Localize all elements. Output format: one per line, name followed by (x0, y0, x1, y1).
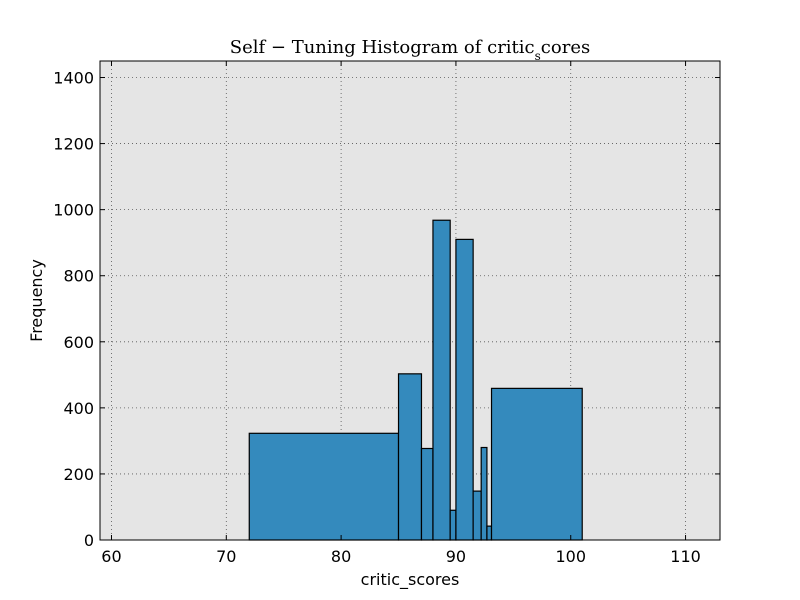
y-tick-label: 1000 (53, 201, 94, 220)
histogram-bar (432, 219, 451, 541)
x-tick-label: 70 (216, 547, 236, 566)
x-tick-label: 60 (101, 547, 121, 566)
y-tick-label: 1200 (53, 135, 94, 154)
title-suffix: cores (541, 37, 590, 58)
histogram-bar (420, 447, 434, 541)
plot-frame (99, 60, 721, 541)
y-tick-label: 0 (84, 531, 94, 550)
histogram-bars (248, 219, 583, 541)
y-axis-label: Frequency (27, 259, 46, 342)
title-subscript: s (535, 49, 541, 63)
x-tick-label: 80 (331, 547, 351, 566)
histogram-bar (480, 446, 488, 541)
y-tick-label: 200 (63, 465, 94, 484)
histogram-bar (248, 432, 400, 541)
histogram-bar (490, 387, 583, 541)
histogram-bar (472, 490, 482, 541)
x-tick-label: 90 (446, 547, 466, 566)
x-tick-label: 110 (670, 547, 701, 566)
axis-ticks: 60 70 80 90 100 110 0 200 400 600 800 1000 1200 1400 (53, 61, 720, 566)
y-tick-label: 1400 (53, 69, 94, 88)
histogram-bar (449, 509, 457, 541)
title-main: Self − Tuning Histogram of critic (230, 37, 535, 58)
chart-title: Self − Tuning Histogram of criticscores (230, 37, 590, 63)
histogram-bar (397, 373, 423, 541)
x-tick-label: 100 (555, 547, 586, 566)
y-tick-label: 600 (63, 333, 94, 352)
x-axis-label: critic_scores (361, 570, 460, 590)
y-tick-label: 800 (63, 267, 94, 286)
histogram-bar (455, 238, 474, 541)
y-tick-label: 400 (63, 399, 94, 418)
histogram-bar (486, 525, 493, 541)
